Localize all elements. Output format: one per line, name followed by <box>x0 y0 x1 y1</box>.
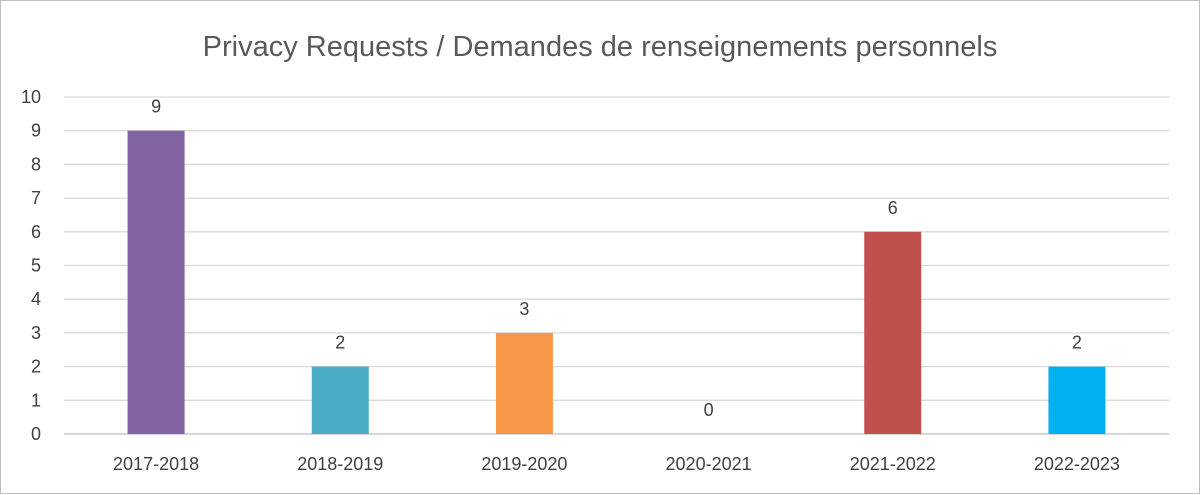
data-label-2020-2021: 0 <box>704 400 714 420</box>
y-tick-label: 8 <box>31 154 41 174</box>
data-label-2021-2022: 6 <box>888 198 898 218</box>
x-category-label: 2017-2018 <box>113 454 199 474</box>
y-tick-label: 1 <box>31 390 41 410</box>
bar-2021-2022 <box>864 231 922 434</box>
x-axis-categories: 2017-2018 2018-2019 2019-2020 2020-2021 2021… <box>113 454 1120 474</box>
y-tick-label: 10 <box>21 87 41 107</box>
bar-2018-2019 <box>311 366 369 434</box>
y-tick-label: 3 <box>31 323 41 343</box>
data-label-2017-2018: 9 <box>151 97 161 117</box>
y-tick-label: 7 <box>31 188 41 208</box>
data-label-2022-2023: 2 <box>1072 333 1082 353</box>
bar-2017-2018 <box>127 130 185 434</box>
bar-2019-2020 <box>495 332 553 434</box>
data-label-2019-2020: 3 <box>519 299 529 319</box>
data-label-2018-2019: 2 <box>335 333 345 353</box>
y-axis-ticks: 0 1 2 3 4 5 6 7 8 9 10 <box>21 87 41 444</box>
x-category-label: 2021-2022 <box>850 454 936 474</box>
x-category-label: 2022-2023 <box>1034 454 1120 474</box>
x-category-label: 2019-2020 <box>481 454 567 474</box>
x-category-label: 2020-2021 <box>666 454 752 474</box>
y-tick-label: 0 <box>31 424 41 444</box>
y-tick-label: 2 <box>31 357 41 377</box>
x-category-label: 2018-2019 <box>297 454 383 474</box>
y-tick-label: 5 <box>31 256 41 276</box>
data-labels: 9 2 3 0 6 2 <box>151 97 1082 420</box>
y-tick-label: 6 <box>31 222 41 242</box>
y-tick-label: 9 <box>31 121 41 141</box>
gridlines <box>64 96 1169 435</box>
bar-2022-2023 <box>1048 366 1106 434</box>
chart-title: Privacy Requests / Demandes de renseigne… <box>203 31 998 63</box>
y-tick-label: 4 <box>31 289 41 309</box>
bars <box>127 130 1106 434</box>
